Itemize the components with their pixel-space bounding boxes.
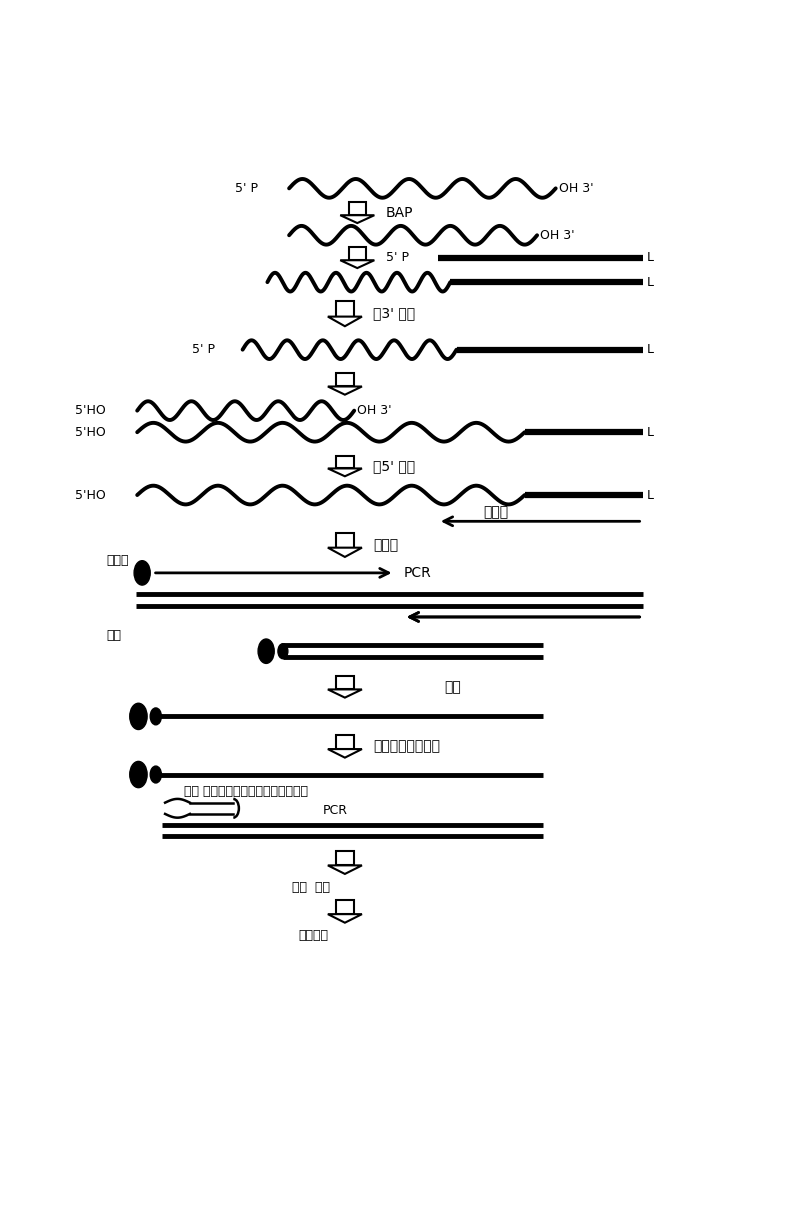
Text: L: L: [647, 426, 654, 438]
Text: OH 3': OH 3': [558, 181, 594, 195]
Text: 5'HO: 5'HO: [75, 404, 106, 417]
Text: L: L: [647, 488, 654, 502]
Polygon shape: [328, 915, 362, 923]
Text: 用磁珠分离成单链: 用磁珠分离成单链: [373, 739, 440, 754]
Text: 生物素: 生物素: [106, 554, 129, 568]
Text: 5' P: 5' P: [235, 181, 258, 195]
Text: 电泳 分离回收具发夹二级结构的单链: 电泳 分离回收具发夹二级结构的单链: [184, 784, 308, 798]
Text: PCR: PCR: [404, 566, 431, 580]
Polygon shape: [328, 469, 362, 476]
Text: L: L: [647, 251, 654, 264]
Bar: [336, 851, 354, 865]
Bar: [336, 676, 354, 689]
Polygon shape: [328, 386, 362, 395]
Text: OH 3': OH 3': [540, 229, 575, 241]
Text: OH 3': OH 3': [358, 404, 392, 417]
Bar: [349, 247, 366, 261]
Circle shape: [130, 703, 147, 730]
Polygon shape: [340, 216, 374, 223]
Text: 磁珠: 磁珠: [106, 630, 122, 642]
Text: 到5' 接头: 到5' 接头: [373, 459, 415, 473]
Circle shape: [278, 643, 288, 659]
Polygon shape: [340, 261, 374, 268]
Text: L: L: [647, 275, 654, 289]
Bar: [336, 532, 354, 548]
Bar: [336, 900, 354, 915]
Text: 5'HO: 5'HO: [75, 426, 106, 438]
Text: 反转录: 反转录: [483, 505, 508, 519]
Bar: [349, 202, 366, 216]
Text: 结果分析: 结果分析: [298, 929, 328, 943]
Bar: [336, 456, 354, 469]
Bar: [336, 373, 354, 386]
Text: BAP: BAP: [386, 206, 413, 219]
Polygon shape: [328, 548, 362, 557]
Circle shape: [150, 766, 162, 783]
Text: 到3' 接头: 到3' 接头: [373, 307, 415, 320]
Polygon shape: [328, 749, 362, 758]
Polygon shape: [328, 317, 362, 326]
Text: 变性: 变性: [444, 680, 461, 694]
Circle shape: [130, 761, 147, 788]
Text: 5' P: 5' P: [386, 251, 409, 264]
Bar: [336, 301, 354, 317]
Text: 反转录: 反转录: [373, 538, 398, 552]
Circle shape: [134, 560, 150, 585]
Polygon shape: [328, 689, 362, 698]
Circle shape: [150, 708, 162, 725]
Text: PCR: PCR: [323, 804, 348, 816]
Bar: [336, 736, 354, 749]
Text: 克隆  测序: 克隆 测序: [292, 881, 330, 894]
Text: 5' P: 5' P: [192, 343, 214, 356]
Text: L: L: [647, 343, 654, 356]
Polygon shape: [328, 865, 362, 875]
Circle shape: [258, 639, 274, 664]
Text: 5'HO: 5'HO: [75, 488, 106, 502]
